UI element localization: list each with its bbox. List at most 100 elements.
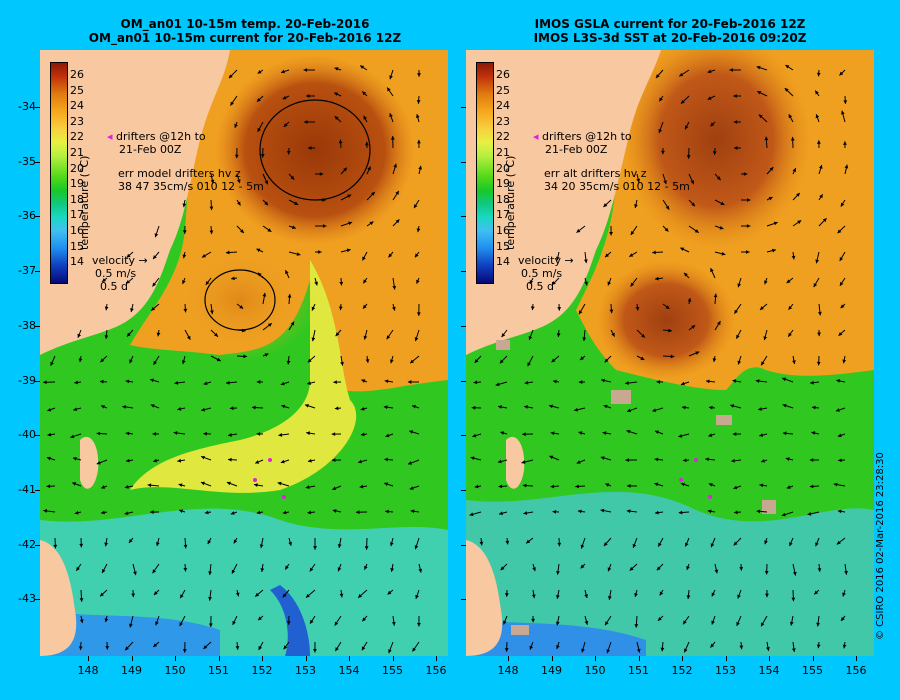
velocity-arrowhead	[126, 253, 131, 258]
lat-tick-label: -36	[18, 209, 36, 223]
velocity-arrowhead	[414, 337, 419, 342]
velocity-arrowhead	[842, 359, 847, 364]
velocity-arrowhead	[819, 194, 823, 199]
velocity-arrowhead	[655, 74, 660, 79]
velocity-arrowhead	[630, 282, 635, 287]
velocity-arrowhead	[574, 407, 578, 412]
velocity-arrowhead	[388, 649, 392, 654]
lat-tick-label: -35	[18, 154, 36, 168]
velocity-arrowhead	[764, 570, 769, 575]
lon-tick-label: 151	[628, 664, 649, 677]
lat-tick	[461, 599, 466, 601]
velocity-arrowhead	[307, 458, 312, 463]
warm-eddy-south	[596, 260, 736, 380]
velocity-arrowhead	[665, 305, 670, 309]
satellite-map-panel[interactable]: temperature (°C) 26 25 24 23 22 21 20 19 18 17 16 1…	[466, 50, 874, 656]
colorbar-tick-label: 14	[70, 255, 84, 269]
velocity-arrowhead	[262, 292, 267, 297]
velocity-arrowhead	[792, 360, 796, 365]
velocity-arrowhead	[225, 380, 230, 385]
colorbar-tick-label: 26	[70, 68, 84, 81]
velocity-arrowhead	[264, 180, 269, 185]
velocity-arrowhead	[552, 281, 556, 285]
velocity-arrowhead	[278, 433, 283, 437]
velocity-arrowhead	[499, 359, 504, 364]
velocity-arrowhead	[74, 510, 79, 515]
lat-tick	[35, 271, 40, 273]
velocity-arrowhead	[816, 361, 821, 366]
velocity-arrowhead	[307, 146, 312, 150]
velocity-arrowhead	[306, 94, 310, 98]
velocity-arrowhead	[759, 483, 764, 488]
velocity-arrowhead	[839, 71, 844, 76]
cold-filament	[270, 585, 310, 656]
velocity-arrowhead	[72, 482, 77, 486]
velocity-arrowhead	[214, 332, 218, 337]
velocity-arrowhead	[668, 328, 672, 333]
velocity-arrowhead	[182, 254, 187, 259]
velocity-arrowhead	[809, 484, 814, 489]
velocity-arrowhead	[156, 332, 161, 337]
velocity-arrowhead	[360, 65, 365, 70]
colorbar-tick-label: 14	[496, 255, 510, 269]
velocity-arrowhead	[179, 622, 184, 627]
drifter-point	[694, 458, 698, 462]
velocity-arrowhead	[151, 306, 156, 311]
model-map-panel[interactable]: temperature (°C) 26 25 24 23 22 21 20 19 18 17 16 1…	[40, 50, 448, 656]
velocity-arrowhead	[409, 486, 414, 490]
velocity-arrowhead	[364, 565, 368, 570]
velocity-arrowhead	[551, 358, 556, 363]
velocity-arrowhead	[367, 166, 371, 171]
velocity-arrowhead	[361, 379, 366, 383]
colorbar-tick-label: 26	[496, 68, 510, 81]
velocity-arrowhead	[310, 619, 314, 624]
lat-tick	[35, 435, 40, 437]
velocity-arrowhead	[580, 544, 585, 549]
velocity-arrowhead	[99, 379, 104, 384]
velocity-arrowhead	[311, 337, 316, 342]
velocity-arrowhead	[708, 433, 713, 437]
velocity-arrowhead	[209, 206, 214, 211]
velocity-arrowhead	[769, 167, 774, 172]
velocity-arrowhead	[303, 68, 308, 72]
velocity-arrowhead	[331, 432, 336, 437]
velocity-arrowhead	[43, 509, 48, 513]
velocity-arrowhead	[365, 359, 370, 363]
velocity-arrowhead	[361, 646, 366, 651]
lon-tick-label: 152	[251, 664, 273, 677]
velocity-arrowhead	[102, 278, 107, 282]
velocity-arrowhead	[79, 543, 84, 548]
velocity-arrowhead	[764, 540, 768, 545]
velocity-arrowhead	[236, 201, 241, 206]
velocity-arrowhead	[362, 256, 366, 261]
velocity-arrowhead	[334, 116, 339, 120]
velocity-arrowhead	[665, 205, 670, 210]
velocity-arrowhead	[390, 568, 395, 572]
velocity-arrowhead	[309, 567, 314, 572]
colorbar-tick-label: 18	[496, 192, 510, 206]
velocity-arrowhead	[670, 354, 675, 359]
velocity-arrowhead	[286, 621, 291, 625]
velocity-arrowhead	[96, 431, 101, 436]
right-title-line2: IMOS L3S-3d SST at 20-Feb-2016 09:20Z	[533, 31, 807, 45]
velocity-arrowhead	[833, 482, 838, 487]
velocity-arrowhead	[600, 456, 605, 460]
velocity-arrowhead	[152, 431, 157, 436]
velocity-arrowhead	[240, 229, 244, 234]
velocity-arrowhead	[839, 257, 844, 262]
velocity-arrowhead	[813, 283, 818, 288]
velocity-arrowhead	[334, 67, 339, 71]
lat-tick	[461, 435, 466, 437]
velocity-arrowhead	[657, 616, 662, 621]
left-title-line2: OM_an01 10-15m current for 20-Feb-2016 1…	[88, 31, 402, 45]
velocity-arrowhead	[630, 230, 635, 235]
velocity-arrowhead	[410, 509, 415, 514]
cloud-patch	[611, 390, 631, 404]
velocity-arrowhead	[230, 101, 234, 106]
velocity-arrowhead	[765, 593, 769, 598]
velocity-arrowhead	[78, 358, 83, 363]
lat-tick-label: -37	[18, 264, 36, 278]
velocity-arrowhead	[418, 165, 422, 170]
velocity-arrowhead	[556, 594, 560, 599]
velocity-arrowhead	[389, 113, 393, 118]
